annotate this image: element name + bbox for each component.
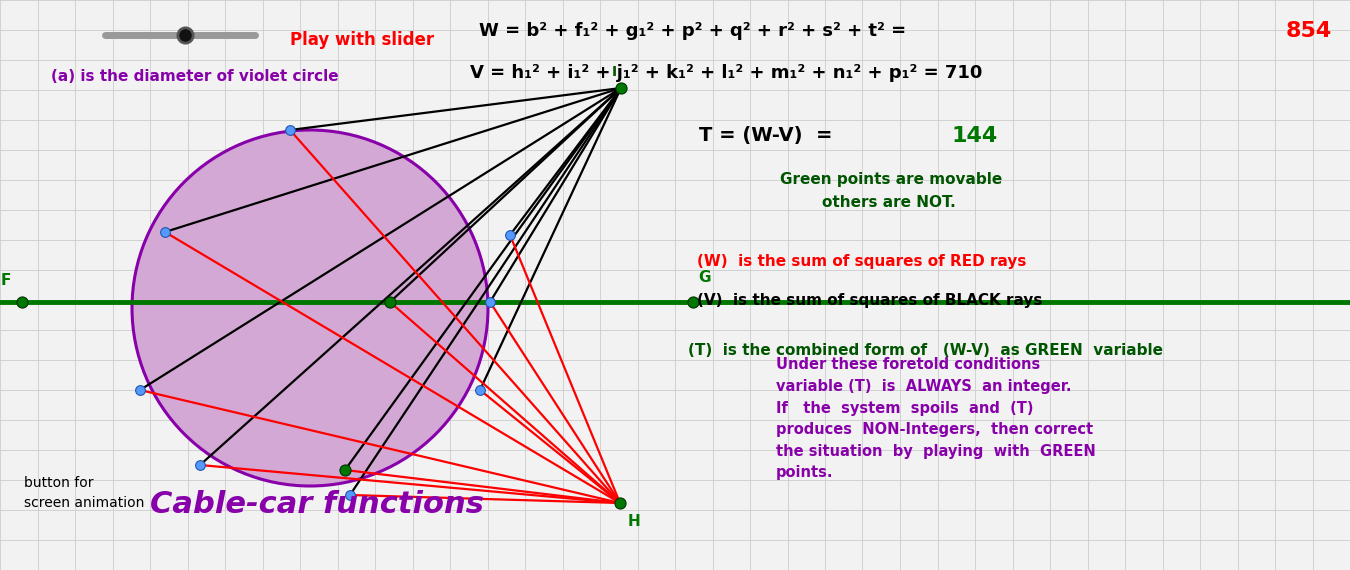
Ellipse shape — [132, 130, 487, 486]
Text: (W)  is the sum of squares of RED rays: (W) is the sum of squares of RED rays — [697, 254, 1026, 268]
Text: G: G — [698, 270, 711, 285]
Text: 854: 854 — [1285, 21, 1331, 42]
Text: a = 4.5: a = 4.5 — [151, 0, 212, 3]
Text: T = (W-V)  =: T = (W-V) = — [699, 126, 833, 145]
Text: Play with slider: Play with slider — [290, 31, 433, 49]
Text: V = h₁² + i₁² + j₁² + k₁² + l₁² + m₁² + n₁² + p₁² = 710: V = h₁² + i₁² + j₁² + k₁² + l₁² + m₁² + … — [470, 64, 983, 82]
Text: Under these foretold conditions
variable (T)  is  ALWAYS  an integer.
If   the  : Under these foretold conditions variable… — [776, 357, 1096, 481]
Text: F: F — [0, 273, 11, 288]
Text: Cable-car functions: Cable-car functions — [150, 490, 485, 519]
Text: 144: 144 — [952, 125, 998, 146]
Text: (V)  is the sum of squares of BLACK rays: (V) is the sum of squares of BLACK rays — [697, 293, 1042, 308]
Text: (T)  is the combined form of   (W-V)  as GREEN  variable: (T) is the combined form of (W-V) as GRE… — [688, 343, 1164, 358]
Text: button for
screen animation: button for screen animation — [24, 477, 144, 510]
Text: Green points are movable
        others are NOT.: Green points are movable others are NOT. — [780, 172, 1003, 210]
Text: I: I — [612, 66, 617, 79]
Text: H: H — [628, 514, 641, 530]
Text: W = b² + f₁² + g₁² + p² + q² + r² + s² + t² =: W = b² + f₁² + g₁² + p² + q² + r² + s² +… — [479, 22, 906, 40]
Text: (a) is the diameter of violet circle: (a) is the diameter of violet circle — [51, 70, 339, 84]
